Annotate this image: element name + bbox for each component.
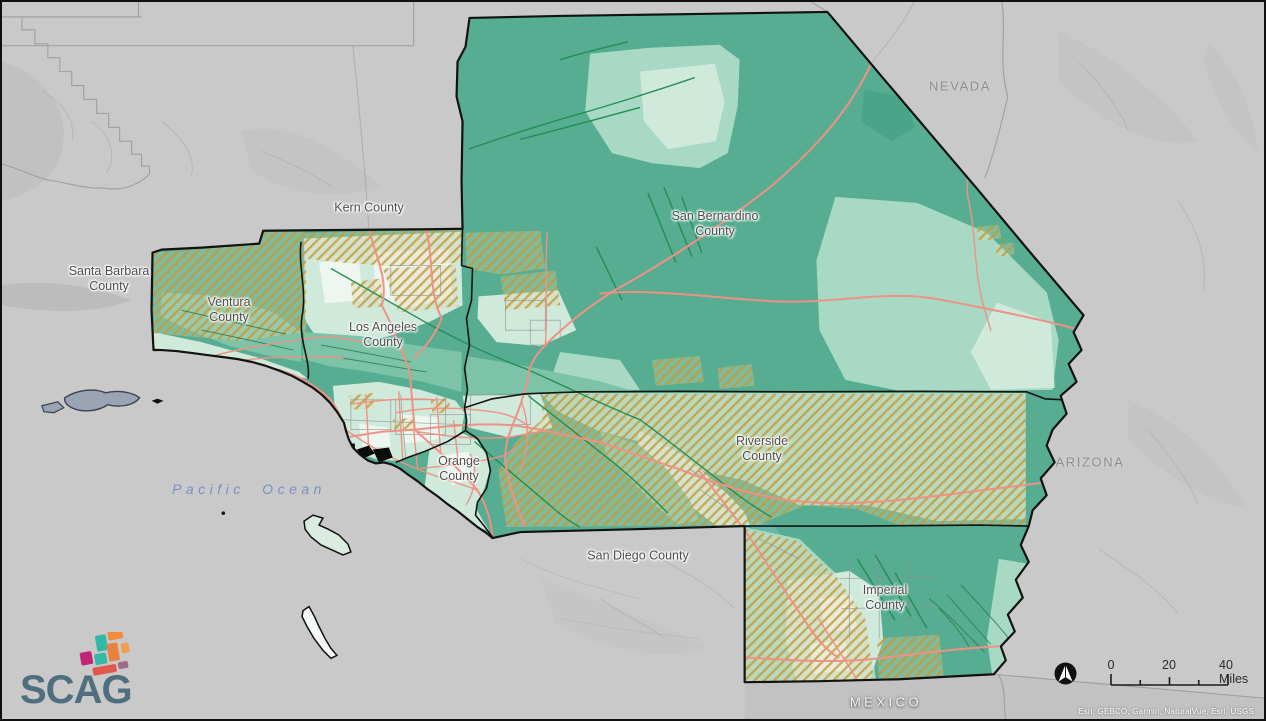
north-arrow-icon [1054,662,1077,685]
scale-label-0: 0 [1107,658,1115,672]
scag-logo-mosaic-icon [79,632,130,676]
scag-logo-text: SCAG [20,668,133,712]
scale-label-40-miles: 40 Miles [1219,658,1249,686]
scag-logo: SCAG [18,632,158,714]
islands-layer [41,389,352,660]
hatched-areas [153,224,1026,683]
scale-bar: 0 20 40 Miles [1098,658,1264,690]
scag-region-layer [150,10,1085,684]
scale-label-20: 20 [1162,658,1176,672]
attribution-text: Esri, GEBCO, Garmin, NaturalVue, Esri, U… [1078,707,1254,716]
scale-bar-graphic [1110,674,1229,686]
county-borders [299,228,1063,683]
